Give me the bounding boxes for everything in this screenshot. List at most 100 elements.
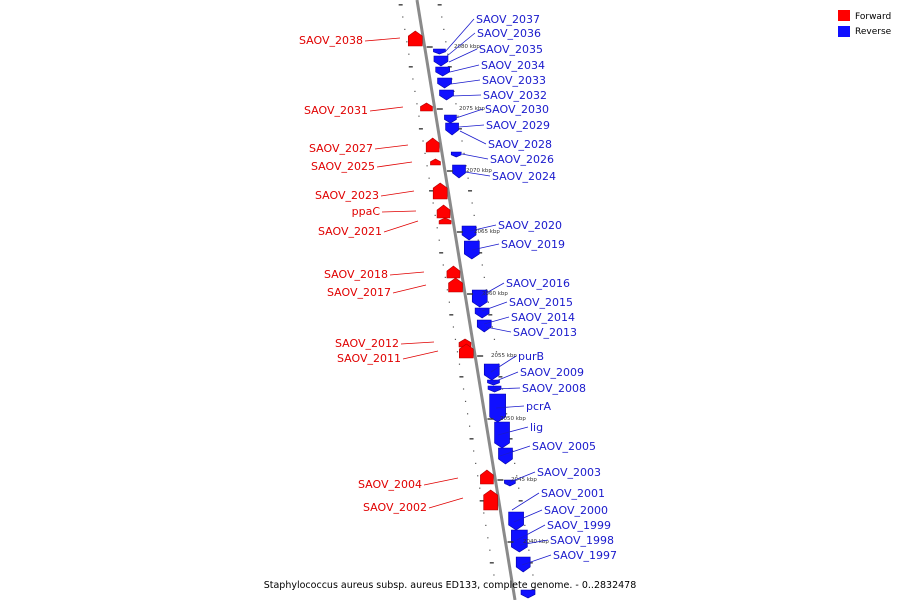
gene-label-reverse[interactable]: SAOV_2005 bbox=[532, 440, 596, 453]
scale-tick bbox=[453, 90, 455, 92]
gene-label-forward[interactable]: SAOV_2017 bbox=[327, 286, 391, 299]
gene-label-reverse[interactable]: SAOV_2024 bbox=[492, 170, 556, 183]
scale-tick bbox=[404, 28, 406, 30]
scale-tick bbox=[489, 562, 494, 564]
scale-tick bbox=[452, 326, 455, 328]
scale-tick bbox=[408, 66, 413, 68]
scale-tick bbox=[477, 475, 479, 477]
label-leader-lines bbox=[364, 18, 552, 566]
gene-label-reverse[interactable]: SAOV_2037 bbox=[476, 13, 540, 26]
gene-label-reverse[interactable]: SAOV_2009 bbox=[520, 366, 584, 379]
gene-label-reverse[interactable]: SAOV_2000 bbox=[544, 504, 608, 517]
gene-label-reverse[interactable]: SAOV_2036 bbox=[477, 27, 541, 40]
gene-label-reverse[interactable]: SAOV_2001 bbox=[541, 487, 605, 500]
leader-line-forward bbox=[402, 350, 439, 360]
scale-tick bbox=[408, 53, 410, 55]
scale-tick bbox=[466, 413, 469, 415]
scale-tick bbox=[493, 574, 495, 576]
gene-label-reverse[interactable]: SAOV_2028 bbox=[488, 138, 552, 151]
gene-label-forward[interactable]: SAOV_2018 bbox=[324, 268, 388, 281]
scale-tick bbox=[493, 338, 496, 340]
gene-label-reverse[interactable]: SAOV_2020 bbox=[498, 219, 562, 232]
leader-line-reverse bbox=[511, 492, 540, 511]
gene-label-forward[interactable]: SAOV_2002 bbox=[363, 501, 427, 514]
gene-label-forward[interactable]: SAOV_2031 bbox=[304, 104, 368, 117]
gene-label-reverse[interactable]: pcrA bbox=[526, 400, 552, 413]
gene-label-reverse[interactable]: purB bbox=[518, 350, 544, 363]
gene-label-reverse[interactable]: SAOV_2019 bbox=[501, 238, 565, 251]
scale-tick bbox=[436, 227, 438, 229]
gene-label-forward[interactable]: SAOV_2004 bbox=[358, 478, 422, 491]
leader-line-reverse bbox=[513, 509, 543, 523]
leader-line-reverse bbox=[481, 301, 508, 312]
gene-reverse bbox=[445, 122, 459, 136]
gene-label-reverse[interactable]: SAOV_2015 bbox=[509, 296, 573, 309]
gene-label-reverse[interactable]: SAOV_2033 bbox=[482, 74, 546, 87]
gene-label-reverse[interactable]: SAOV_2032 bbox=[483, 89, 547, 102]
scale-tick bbox=[528, 562, 533, 564]
leader-line-reverse bbox=[490, 371, 519, 384]
gene-forward bbox=[436, 204, 451, 219]
gene-label-reverse[interactable]: SAOV_2003 bbox=[537, 466, 601, 479]
gene-label-reverse[interactable]: lig bbox=[530, 421, 543, 434]
gene-label-reverse[interactable]: SAOV_1999 bbox=[547, 519, 611, 532]
gene-label-reverse[interactable]: SAOV_1998 bbox=[550, 534, 614, 547]
scale-tick bbox=[448, 301, 450, 303]
gene-label-forward[interactable]: SAOV_2012 bbox=[335, 337, 399, 350]
gene-label-reverse[interactable]: SAOV_2014 bbox=[511, 311, 575, 324]
gene-reverse bbox=[433, 48, 446, 55]
scale-tick bbox=[457, 115, 459, 117]
scale-tick bbox=[461, 140, 463, 142]
scale-tick bbox=[479, 487, 481, 489]
leader-line-reverse bbox=[483, 316, 510, 325]
scale-tick bbox=[418, 128, 423, 130]
gene-label-reverse[interactable]: SAOV_2035 bbox=[479, 43, 543, 56]
leader-line-reverse bbox=[469, 224, 497, 232]
gene-label-reverse[interactable]: SAOV_2026 bbox=[490, 153, 554, 166]
scale-tick bbox=[455, 103, 457, 105]
scale-tick bbox=[485, 524, 487, 526]
gene-label-reverse[interactable]: SAOV_2016 bbox=[506, 277, 570, 290]
gene-label-reverse[interactable]: SAOV_2008 bbox=[522, 382, 586, 395]
legend-reverse-label: Reverse bbox=[855, 27, 892, 37]
gene-label-reverse[interactable]: SAOV_2034 bbox=[481, 59, 545, 72]
scale-tick bbox=[477, 239, 479, 241]
gene-reverse bbox=[439, 89, 454, 101]
gene-label-forward[interactable]: SAOV_2021 bbox=[318, 225, 382, 238]
gene-reverse bbox=[483, 363, 500, 381]
scale-tick bbox=[438, 239, 440, 241]
gene-label-reverse[interactable]: SAOV_2030 bbox=[485, 103, 549, 116]
scale-tick bbox=[524, 524, 526, 526]
scale-tick bbox=[495, 351, 498, 353]
gene-reverse bbox=[452, 164, 466, 179]
scale-tick bbox=[446, 289, 448, 291]
gene-label-reverse[interactable]: SAOV_2013 bbox=[513, 326, 577, 339]
leader-line-reverse bbox=[455, 108, 484, 119]
leader-line-reverse bbox=[451, 94, 482, 97]
gene-reverse bbox=[435, 66, 450, 77]
gene-reverse bbox=[444, 114, 457, 124]
kbp-label: 2075 kbp bbox=[459, 106, 485, 112]
leader-line-forward bbox=[383, 220, 419, 233]
leader-line-forward bbox=[428, 497, 464, 509]
scale-tick bbox=[422, 140, 424, 142]
scale-tick bbox=[463, 152, 465, 154]
gene-label-forward[interactable]: SAOV_2011 bbox=[337, 352, 401, 365]
scale-tick bbox=[478, 252, 483, 254]
gene-label-reverse[interactable]: SAOV_1997 bbox=[553, 549, 617, 562]
legend-forward-swatch bbox=[838, 10, 850, 21]
gene-forward bbox=[459, 343, 474, 359]
gene-label-forward[interactable]: SAOV_2025 bbox=[311, 160, 375, 173]
gene-label-reverse[interactable]: SAOV_2029 bbox=[486, 119, 550, 132]
leader-line-forward bbox=[389, 271, 425, 276]
leader-line-reverse bbox=[490, 355, 517, 373]
scale-tick bbox=[429, 190, 434, 192]
legend-forward-label: Forward bbox=[855, 12, 891, 22]
reverse-gene-labels: SAOV_2037 SAOV_2036 SAOV_2035 SAOV_2034 … bbox=[476, 13, 617, 562]
gene-label-forward[interactable]: ppaC bbox=[352, 205, 381, 218]
leader-line-forward bbox=[374, 144, 409, 150]
gene-label-forward[interactable]: SAOV_2038 bbox=[299, 34, 363, 47]
gene-label-forward[interactable]: SAOV_2027 bbox=[309, 142, 373, 155]
gene-label-forward[interactable]: SAOV_2023 bbox=[315, 189, 379, 202]
